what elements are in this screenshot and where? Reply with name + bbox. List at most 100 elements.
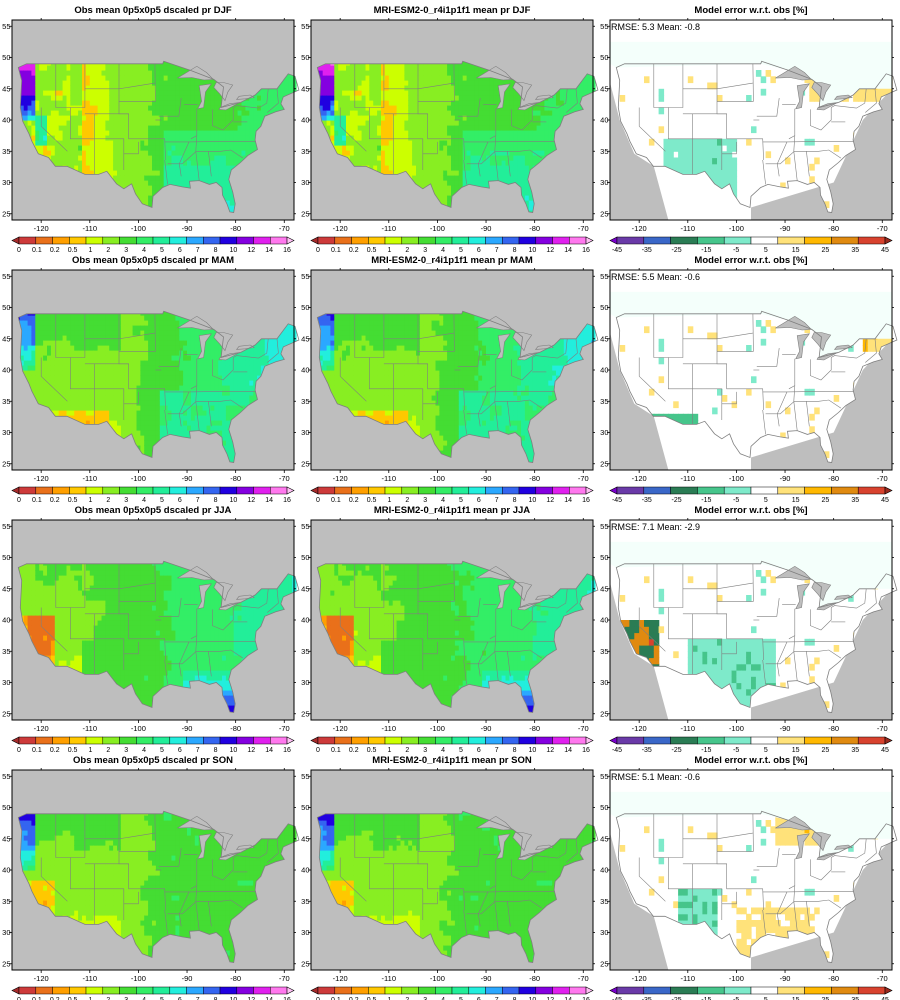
state-border bbox=[178, 141, 190, 177]
state-border bbox=[756, 98, 780, 117]
lat-tick-label: 50 bbox=[301, 303, 309, 312]
colorbar-swatch bbox=[102, 986, 120, 995]
state-border bbox=[123, 141, 139, 155]
state-border bbox=[756, 348, 780, 367]
state-border bbox=[667, 857, 723, 920]
colorbar-min-arrow bbox=[310, 236, 319, 245]
state-border bbox=[494, 135, 499, 181]
colorbar-label: 0.2 bbox=[50, 247, 60, 254]
state-border bbox=[40, 607, 68, 652]
colorbar-swatch bbox=[804, 986, 832, 995]
colorbar-label: 5 bbox=[459, 497, 463, 504]
state-border bbox=[776, 391, 788, 427]
colorbar-swatch bbox=[35, 736, 53, 745]
state-border bbox=[793, 635, 798, 681]
state-border bbox=[532, 338, 568, 359]
lon-tick-label: -80 bbox=[529, 724, 540, 733]
colorbar-label: 3 bbox=[124, 997, 128, 1000]
error-panel-son: -120 -110 -100 -90 -80 -70 25 30 35 40 45 50 55 Model… bbox=[600, 755, 898, 1000]
lat-tick-label: 25 bbox=[600, 709, 608, 718]
lat-tick-label: 50 bbox=[600, 303, 608, 312]
state-border bbox=[667, 357, 723, 420]
great-lake bbox=[775, 315, 812, 331]
lon-tick-label: -90 bbox=[481, 474, 492, 483]
state-border bbox=[477, 891, 489, 927]
colorbar-swatch bbox=[518, 486, 537, 495]
lon-tick-label: -100 bbox=[430, 974, 445, 983]
state-border bbox=[123, 391, 139, 405]
lat-tick-label: 25 bbox=[301, 709, 309, 718]
colorbar-swatch bbox=[270, 236, 288, 245]
obs-title: Obs mean 0p5x0p5 dscaled pr SON bbox=[73, 755, 233, 766]
colorbar-label: 15 bbox=[792, 497, 800, 504]
colorbar-label: 10 bbox=[529, 247, 537, 254]
lon-tick-label: -100 bbox=[729, 224, 744, 233]
lon-tick-label: -110 bbox=[681, 724, 695, 733]
colorbar-label: 45 bbox=[881, 997, 889, 1000]
colorbar-swatch bbox=[485, 736, 503, 745]
great-lake bbox=[795, 833, 810, 860]
colorbar-swatch bbox=[334, 986, 352, 995]
obs-title: Obs mean 0p5x0p5 dscaled pr JJA bbox=[75, 505, 232, 516]
state-border bbox=[477, 141, 489, 177]
lat-tick-label: 25 bbox=[2, 459, 10, 468]
state-border bbox=[457, 98, 481, 117]
state-border bbox=[717, 313, 754, 352]
lat-tick-label: 25 bbox=[301, 959, 309, 968]
lat-tick-label: 35 bbox=[2, 897, 10, 906]
colorbar-label: 1 bbox=[388, 997, 392, 1000]
state-border bbox=[208, 401, 212, 427]
colorbar-swatch bbox=[451, 486, 470, 495]
colorbar-swatch bbox=[152, 986, 171, 995]
great-lake bbox=[177, 565, 214, 581]
colorbar-label: 45 bbox=[881, 747, 889, 754]
colorbar-label: 0.5 bbox=[367, 247, 377, 254]
lon-tick-label: -120 bbox=[333, 474, 348, 483]
great-lake bbox=[476, 315, 513, 331]
colorbar-label: 16 bbox=[283, 747, 291, 754]
colorbar-min-arrow bbox=[310, 486, 319, 495]
lon-tick-label: -70 bbox=[279, 224, 290, 233]
state-border bbox=[70, 107, 125, 170]
colorbar-label: 1 bbox=[89, 247, 93, 254]
colorbar-max-arrow bbox=[286, 736, 295, 745]
state-border bbox=[831, 838, 867, 859]
colorbar-label: 2 bbox=[106, 497, 110, 504]
colorbar-label: 2 bbox=[405, 997, 409, 1000]
lat-tick-label: 55 bbox=[600, 272, 608, 281]
colorbar-swatch bbox=[552, 986, 570, 995]
colorbar-swatch bbox=[253, 236, 271, 245]
great-lake bbox=[775, 565, 812, 581]
state-border bbox=[762, 409, 766, 435]
state-border bbox=[167, 149, 244, 165]
lon-tick-label: -100 bbox=[430, 724, 445, 733]
lon-tick-label: -120 bbox=[34, 724, 49, 733]
state-border bbox=[765, 399, 842, 415]
lon-tick-label: -110 bbox=[83, 724, 97, 733]
colorbar-swatch bbox=[236, 986, 254, 995]
colorbar-label: 7 bbox=[495, 497, 499, 504]
colorbar-swatch bbox=[569, 236, 587, 245]
state-border bbox=[716, 813, 764, 911]
state-border bbox=[831, 88, 867, 109]
state-border bbox=[507, 401, 511, 427]
lat-tick-label: 30 bbox=[2, 928, 10, 937]
lon-tick-label: -90 bbox=[780, 224, 791, 233]
lat-tick-label: 25 bbox=[2, 709, 10, 718]
lat-tick-label: 45 bbox=[600, 834, 608, 843]
colorbar-label: -45 bbox=[612, 747, 622, 754]
colorbar-label: 0.1 bbox=[32, 247, 42, 254]
colorbar-label: 25 bbox=[822, 247, 830, 254]
state-border bbox=[267, 588, 279, 613]
colorbar-label: 6 bbox=[477, 747, 481, 754]
colorbar-swatch bbox=[535, 236, 553, 245]
colorbar-swatch bbox=[535, 736, 553, 745]
state-border bbox=[793, 135, 798, 181]
colorbar-min-arrow bbox=[11, 736, 20, 745]
colorbar-swatch bbox=[401, 986, 419, 995]
colorbar-swatch bbox=[18, 736, 37, 745]
country-outline bbox=[316, 60, 599, 213]
lon-tick-label: -120 bbox=[333, 724, 348, 733]
state-border bbox=[721, 641, 737, 655]
